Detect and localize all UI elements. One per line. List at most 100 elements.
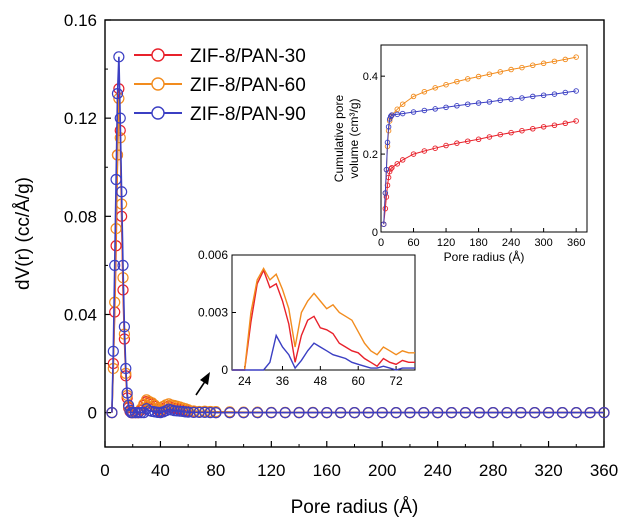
inset-cumulative-x-tick-label: 0 [378,237,384,249]
main-x-tick-label: 40 [151,461,170,480]
inset-cumulative-y-axis-label: volume (cm³/g) [347,98,361,178]
inset-cumulative-data-point [562,120,569,127]
main-data-point [111,149,124,161]
inset-cumulative-data-point [443,81,449,88]
main-data-point [529,407,541,419]
main-y-axis-label: dV(r) (cc/Å/g) [13,177,34,290]
inset-cumulative-data-point [410,93,417,100]
main-data-point [113,92,125,105]
legend-marker [151,48,165,62]
inset-cumulative-series-line [383,90,577,225]
inset-cumulative-data-point [454,78,460,85]
inset-zoom-x-tick-label: 72 [389,374,403,388]
main-data-point [542,407,555,419]
inset-cumulative-data-point [399,157,406,163]
main-data-point [204,407,216,419]
inset-cumulative-data-point [380,221,387,227]
inset-zoom-series-line [232,266,415,371]
main-data-point [109,259,121,272]
main-data-point [199,406,211,418]
main-data-point [570,407,582,419]
inset-cumulative-x-axis-label: Pore radius (Å) [444,249,525,264]
inset-cumulative-data-point [421,88,428,95]
main-data-point [321,407,333,419]
inset-cumulative-data-point [421,107,428,114]
inset-cumulative-data-point [530,126,536,132]
inset-cumulative-data-point [540,92,547,99]
main-data-point [121,387,133,399]
inset-cumulative-data-point [497,131,504,138]
legend-label: ZIF-8/PAN-60 [190,75,306,96]
main-data-point [404,407,416,419]
main-data-point [445,407,458,419]
inset-cumulative: 0 60 120 180 240 300 360 0 0.2 0.4 Pore radius (Å)… [332,44,588,264]
main-data-point [584,407,596,419]
inset-cumulative-data-point [519,127,525,134]
main-data-point [124,404,136,416]
inset-cumulative-data-point [562,89,569,96]
main-data-point [501,407,513,419]
main-data-point [335,407,347,419]
main-x-tick-label: 320 [534,461,562,480]
main-data-point [182,406,194,418]
inset-cumulative-y-tick-label: 0 [372,227,378,239]
inset-cumulative-data-point [464,101,471,107]
main-data-point [193,406,205,418]
inset-cumulative-data-point [464,138,471,144]
main-data-point [293,407,305,419]
inset-zoom-x-tick-label: 24 [238,374,252,388]
main-x-tick-label: 280 [479,461,507,480]
inset-zoom: 24 36 48 60 72 0 0.003 0.006 [198,248,416,388]
main-data-point [113,51,125,63]
inset-cumulative-data-point [551,122,558,129]
inset-cumulative-x-tick-label: 180 [469,237,487,249]
inset-cumulative-series-line [383,120,577,225]
inset-cumulative-data-point [573,54,579,60]
main-data-point [418,407,430,419]
inset-cumulative-x-tick-label: 60 [407,237,419,249]
inset-cumulative-data-point [443,142,449,149]
main-data-point [238,407,250,419]
main-data-point [432,407,444,419]
inset-cumulative-data-point [508,96,514,102]
inset-cumulative-y-axis-label: Cumulative pore [332,94,346,182]
main-data-point [307,407,319,419]
inset-zoom-x-tick-label: 48 [314,374,328,388]
inset-cumulative-data-point [486,134,493,140]
inset-cumulative-x-tick-label: 120 [437,237,455,249]
main-y-tick-label: 0 [88,404,97,423]
inset-cumulative-data-point [385,124,392,130]
inset-cumulative-data-point [410,109,417,115]
inset-cumulative-data-point [388,113,394,120]
main-data-point [135,407,147,419]
inset-cumulative-y-tick-label: 0.4 [363,71,378,83]
main-x-tick-label: 0 [100,461,109,480]
main-plot: 0 40 80 120 160 200 240 280 320 36000.040.080.120… [13,11,618,518]
main-data-point [117,259,129,272]
inset-cumulative-data-point [475,136,482,143]
inset-cumulative-data-point [443,104,449,111]
main-data-point [487,407,499,419]
main-data-point [188,406,200,418]
inset-cumulative-data-point [486,71,493,77]
main-x-tick-label: 240 [423,461,451,480]
inset-cumulative-data-point [410,151,417,157]
inset-cumulative-data-point [551,58,558,65]
inset-cumulative-data-point [384,139,391,146]
main-x-tick-label: 160 [313,461,341,480]
main-y-tick-label: 0.16 [64,11,97,30]
inset-zoom-y-tick-label: 0 [221,363,228,377]
main-data-point [224,407,236,419]
inset-cumulative-data-point [573,88,579,94]
inset-cumulative-data-point [475,100,482,106]
inset-cumulative-data-point [394,106,401,113]
inset-cumulative-data-point [530,62,536,69]
inset-cumulative-data-point [573,118,579,124]
main-data-point [598,407,610,419]
main-data-point [106,407,118,419]
main-data-point [376,407,388,419]
main-data-point [118,321,131,333]
inset-cumulative-data-point [432,85,438,91]
inset-cumulative-data-point [382,190,389,196]
